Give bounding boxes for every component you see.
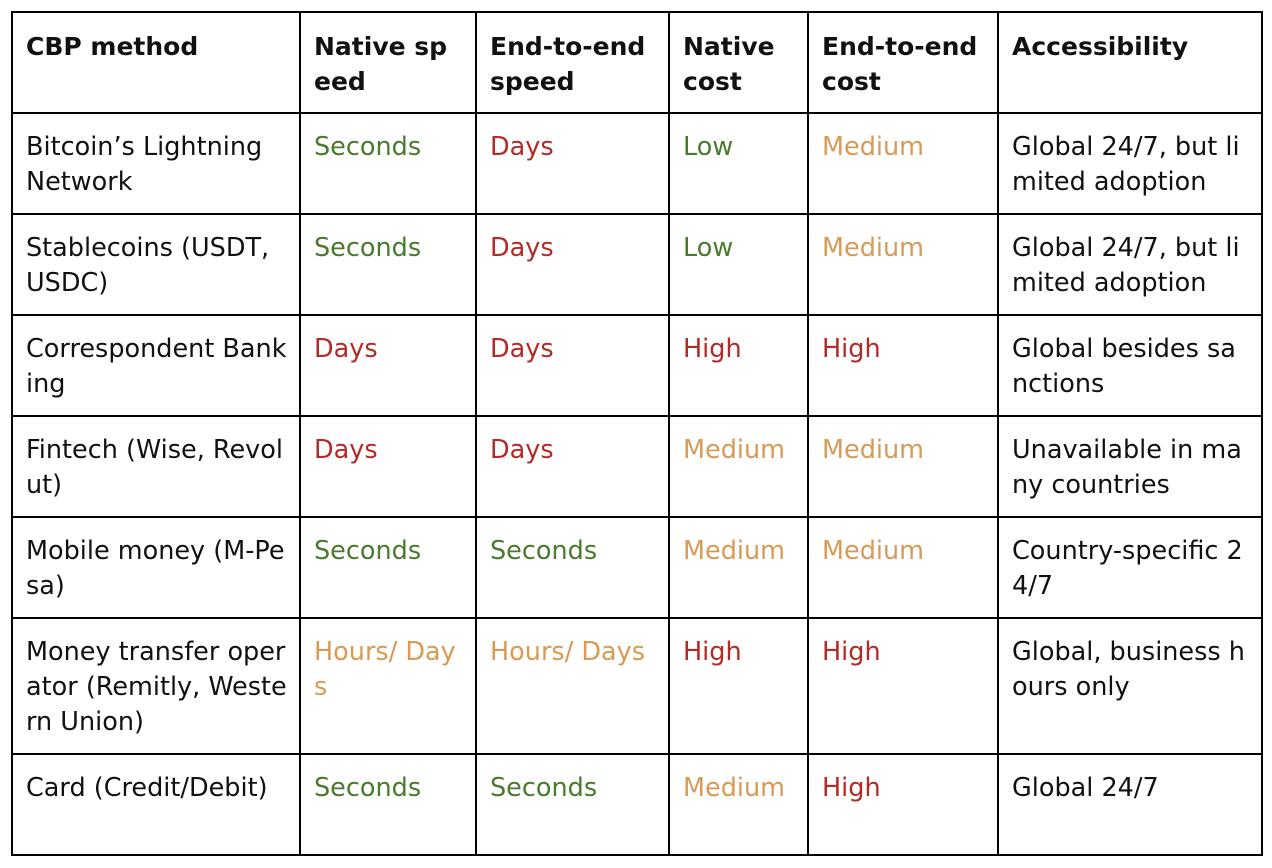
cell-accessibility: Global besides sanctions — [997, 314, 1263, 417]
cell-accessibility: Country-specific 24/7 — [997, 516, 1263, 619]
header-end-to-end-speed: End-to-end speed — [475, 11, 670, 114]
cell-e2e-cost: High — [807, 753, 999, 856]
cell-e2e-speed: Days — [475, 314, 670, 417]
table-row: Bitcoin’s Lightning Network Seconds Days… — [11, 112, 1263, 215]
table-row: Mobile money (M-Pesa) Seconds Seconds Me… — [11, 516, 1263, 619]
cell-accessibility: Unavailable in many countries — [997, 415, 1263, 518]
cell-method: Mobile money (M-Pesa) — [11, 516, 301, 619]
cell-e2e-cost: Medium — [807, 213, 999, 316]
cell-native-speed: Hours/ Days — [299, 617, 477, 755]
comparison-table: CBP method Native speed End-to-end speed… — [11, 11, 1263, 856]
table-row: Fintech (Wise, Revolut) Days Days Medium… — [11, 415, 1263, 518]
cell-e2e-speed: Days — [475, 213, 670, 316]
cell-accessibility: Global 24/7, but limited adoption — [997, 112, 1263, 215]
cell-method: Money transfer operator (Remitly, Wester… — [11, 617, 301, 755]
cell-native-cost: Low — [668, 213, 809, 316]
cell-e2e-cost: Medium — [807, 516, 999, 619]
cell-method: Card (Credit/Debit) — [11, 753, 301, 856]
cell-e2e-speed: Seconds — [475, 516, 670, 619]
cell-native-cost: Low — [668, 112, 809, 215]
header-accessibility: Accessibility — [997, 11, 1263, 114]
cell-e2e-speed: Days — [475, 415, 670, 518]
table-body: Bitcoin’s Lightning Network Seconds Days… — [11, 112, 1263, 856]
cell-method: Bitcoin’s Lightning Network — [11, 112, 301, 215]
cell-e2e-speed: Days — [475, 112, 670, 215]
table-row: Stablecoins (USDT, USDC) Seconds Days Lo… — [11, 213, 1263, 316]
table-row: Card (Credit/Debit) Seconds Seconds Medi… — [11, 753, 1263, 856]
cell-e2e-speed: Seconds — [475, 753, 670, 856]
cell-e2e-speed: Hours/ Days — [475, 617, 670, 755]
header-end-to-end-cost: End-to-end cost — [807, 11, 999, 114]
cell-accessibility: Global 24/7 — [997, 753, 1263, 856]
cell-e2e-cost: High — [807, 314, 999, 417]
table-row: Correspondent Banking Days Days High Hig… — [11, 314, 1263, 417]
cell-native-speed: Seconds — [299, 516, 477, 619]
header-native-speed: Native speed — [299, 11, 477, 114]
cell-native-speed: Seconds — [299, 112, 477, 215]
cell-e2e-cost: High — [807, 617, 999, 755]
cell-e2e-cost: Medium — [807, 415, 999, 518]
cell-native-cost: High — [668, 314, 809, 417]
cell-accessibility: Global, business hours only — [997, 617, 1263, 755]
cell-native-cost: Medium — [668, 516, 809, 619]
cell-method: Correspondent Banking — [11, 314, 301, 417]
table-row: Money transfer operator (Remitly, Wester… — [11, 617, 1263, 755]
cell-e2e-cost: Medium — [807, 112, 999, 215]
cell-method: Fintech (Wise, Revolut) — [11, 415, 301, 518]
cell-accessibility: Global 24/7, but limited adoption — [997, 213, 1263, 316]
cell-native-speed: Seconds — [299, 213, 477, 316]
cell-native-speed: Days — [299, 415, 477, 518]
cell-native-cost: High — [668, 617, 809, 755]
cell-native-speed: Days — [299, 314, 477, 417]
header-cbp-method: CBP method — [11, 11, 301, 114]
cell-native-speed: Seconds — [299, 753, 477, 856]
cell-method: Stablecoins (USDT, USDC) — [11, 213, 301, 316]
cell-native-cost: Medium — [668, 753, 809, 856]
header-native-cost: Native cost — [668, 11, 809, 114]
cell-native-cost: Medium — [668, 415, 809, 518]
table-header-row: CBP method Native speed End-to-end speed… — [11, 11, 1263, 114]
